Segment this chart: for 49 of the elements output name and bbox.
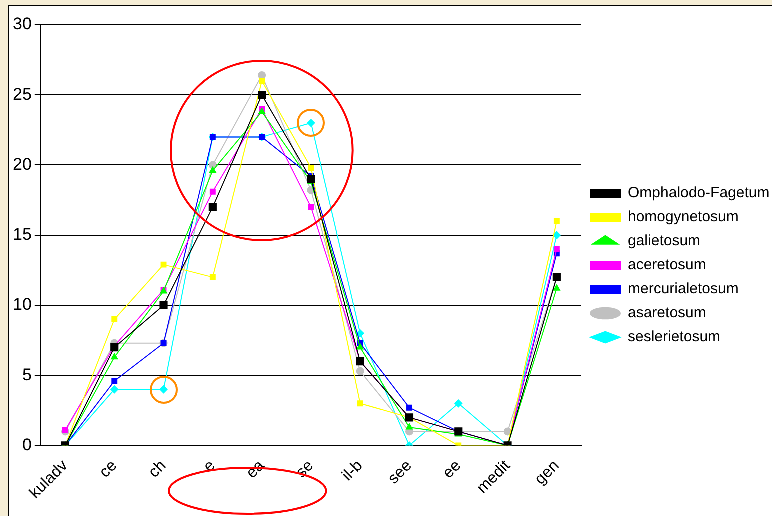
y-tick-label: 15 — [12, 225, 32, 244]
point — [406, 404, 412, 411]
point — [112, 316, 118, 322]
y-tick-label: 20 — [12, 154, 32, 174]
point — [554, 218, 560, 224]
y-tick-label: 10 — [12, 295, 32, 314]
point — [259, 78, 266, 84]
point — [356, 344, 364, 350]
x-tick-label: il-b — [339, 457, 366, 485]
point — [110, 386, 119, 394]
point — [308, 204, 314, 210]
point — [454, 400, 463, 408]
legend-label: galietosum — [628, 232, 701, 250]
point — [160, 301, 168, 310]
x-tick-label: ea — [243, 457, 268, 482]
point — [554, 246, 560, 252]
point — [62, 427, 68, 434]
point — [356, 330, 364, 338]
point — [209, 166, 216, 174]
legend-label: mercurialetosum — [628, 280, 739, 298]
y-tick-label: 0 — [22, 435, 32, 454]
x-tick-label: see — [385, 457, 416, 488]
legend-label: aceretosum — [628, 256, 706, 274]
point — [552, 231, 561, 240]
legend-label: homogynetosum — [628, 208, 739, 226]
x-tick-label: ee — [440, 457, 465, 482]
legend-label: Omphalodo-Fagetum — [628, 184, 770, 202]
y-tick-label: 5 — [22, 365, 32, 384]
point — [406, 423, 414, 430]
y-tick-label: 25 — [12, 84, 32, 104]
x-tick-label: gen — [532, 457, 563, 488]
point — [308, 165, 314, 172]
point — [160, 262, 167, 268]
point — [307, 175, 316, 184]
point — [210, 188, 216, 195]
point — [258, 91, 266, 100]
x-tick-label: ch — [146, 457, 170, 482]
point — [208, 203, 217, 212]
point — [356, 367, 364, 376]
legend-label: asaretosum — [628, 304, 706, 322]
legend-label: seslerietosum — [628, 328, 721, 346]
point — [210, 274, 216, 280]
point — [112, 378, 118, 384]
x-tick-label: ce — [96, 457, 121, 482]
y-tick-label: 30 — [12, 14, 32, 34]
point — [553, 284, 560, 291]
point — [357, 400, 364, 407]
point — [110, 344, 119, 352]
point — [111, 353, 118, 360]
